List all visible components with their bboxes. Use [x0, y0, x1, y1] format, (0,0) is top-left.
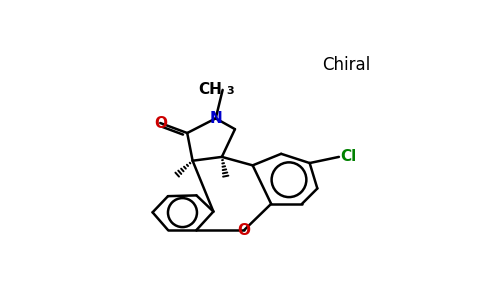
Text: O: O [154, 116, 167, 130]
Text: Cl: Cl [340, 149, 357, 164]
Text: 3: 3 [227, 86, 234, 96]
Text: O: O [238, 223, 251, 238]
Text: N: N [210, 111, 222, 126]
Text: Chiral: Chiral [322, 56, 371, 74]
Text: CH: CH [198, 82, 222, 97]
